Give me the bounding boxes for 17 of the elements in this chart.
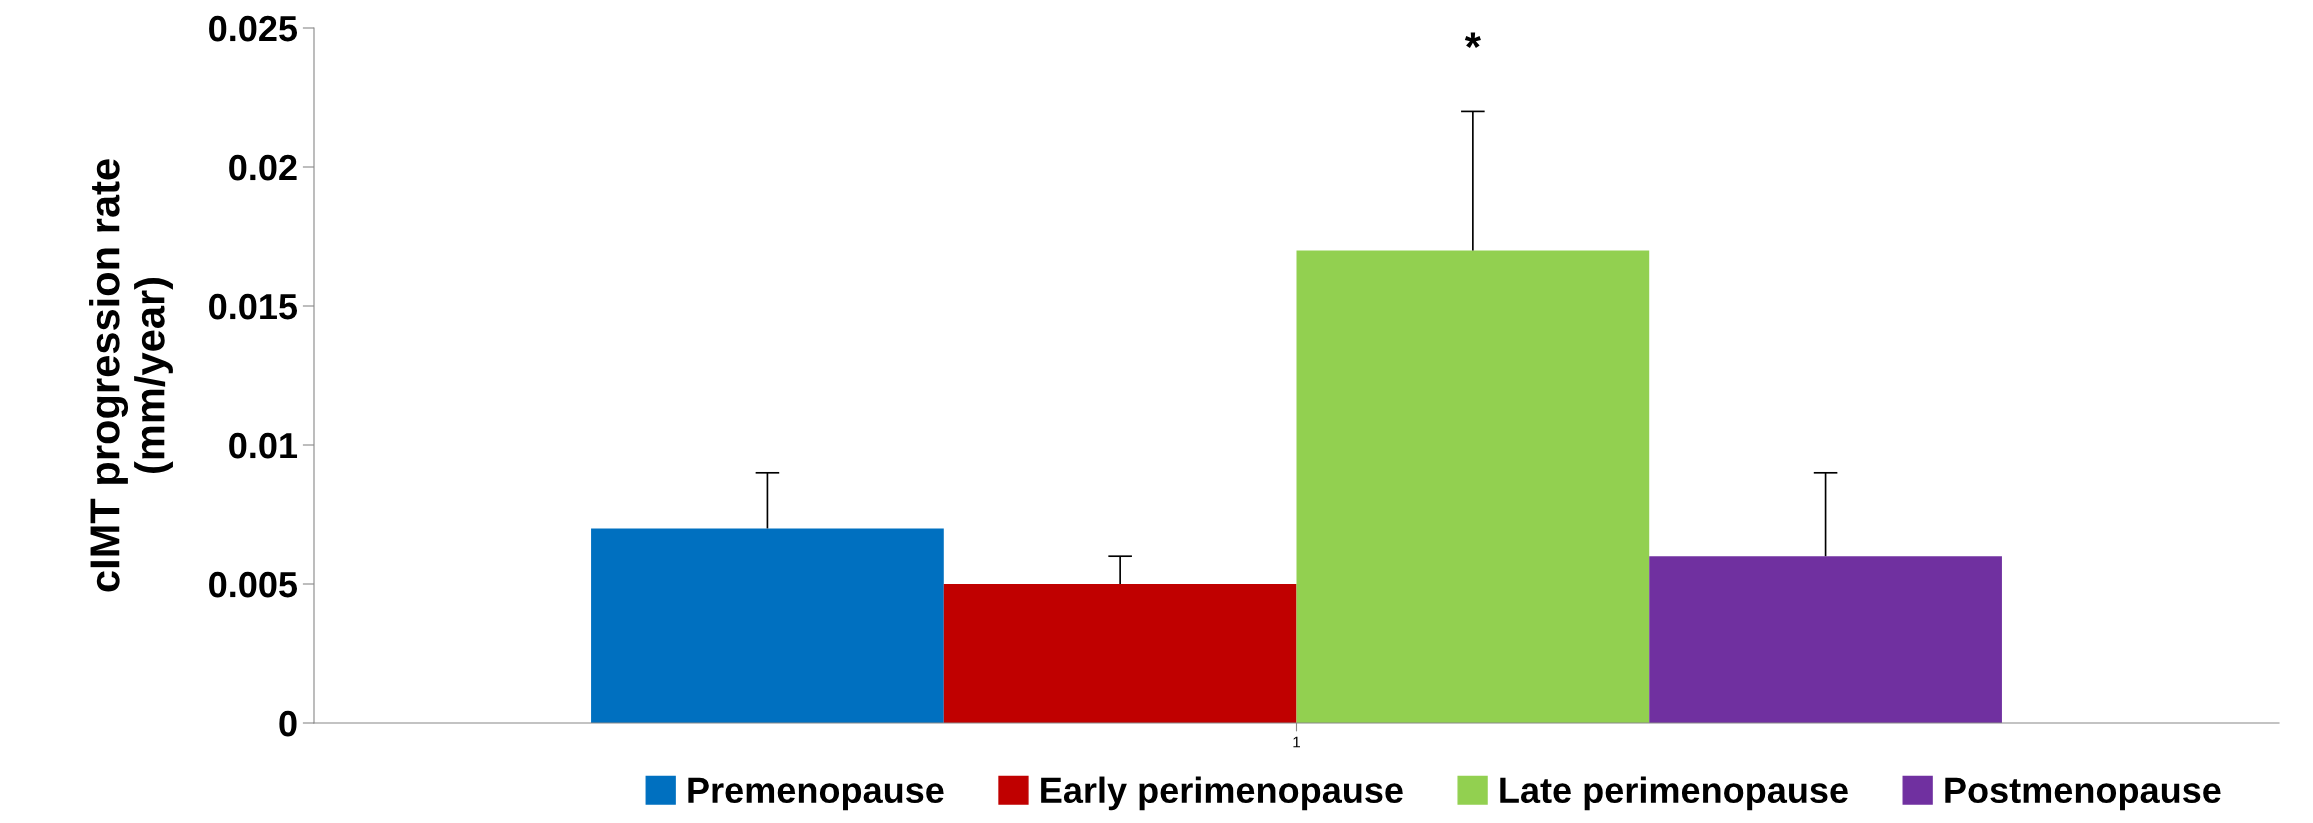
bar [591, 528, 944, 723]
bar [943, 584, 1297, 723]
bar [1649, 556, 2002, 723]
y-tick-label: 0 [279, 710, 297, 737]
annotation: * [1464, 32, 1481, 48]
x-tick-label: 1 [1293, 736, 1300, 748]
y-tick-label: 0.01 [229, 432, 298, 459]
y-tick-label: 0.02 [229, 154, 297, 181]
y-tick-label: 0.025 [209, 15, 298, 42]
legend-label: Postmenopause [1945, 777, 2221, 811]
legend-label: Early perimenopause [1041, 776, 1403, 811]
y-tick-label: 0.015 [209, 293, 298, 320]
legend-label: Late perimenopause [1500, 776, 1848, 811]
y-tick-label: 0.005 [209, 571, 298, 598]
bar [1296, 250, 1650, 723]
y-axis-title: cIMT progression rate (mm/year) [89, 159, 173, 592]
legend-label: Premenopause [688, 777, 944, 811]
